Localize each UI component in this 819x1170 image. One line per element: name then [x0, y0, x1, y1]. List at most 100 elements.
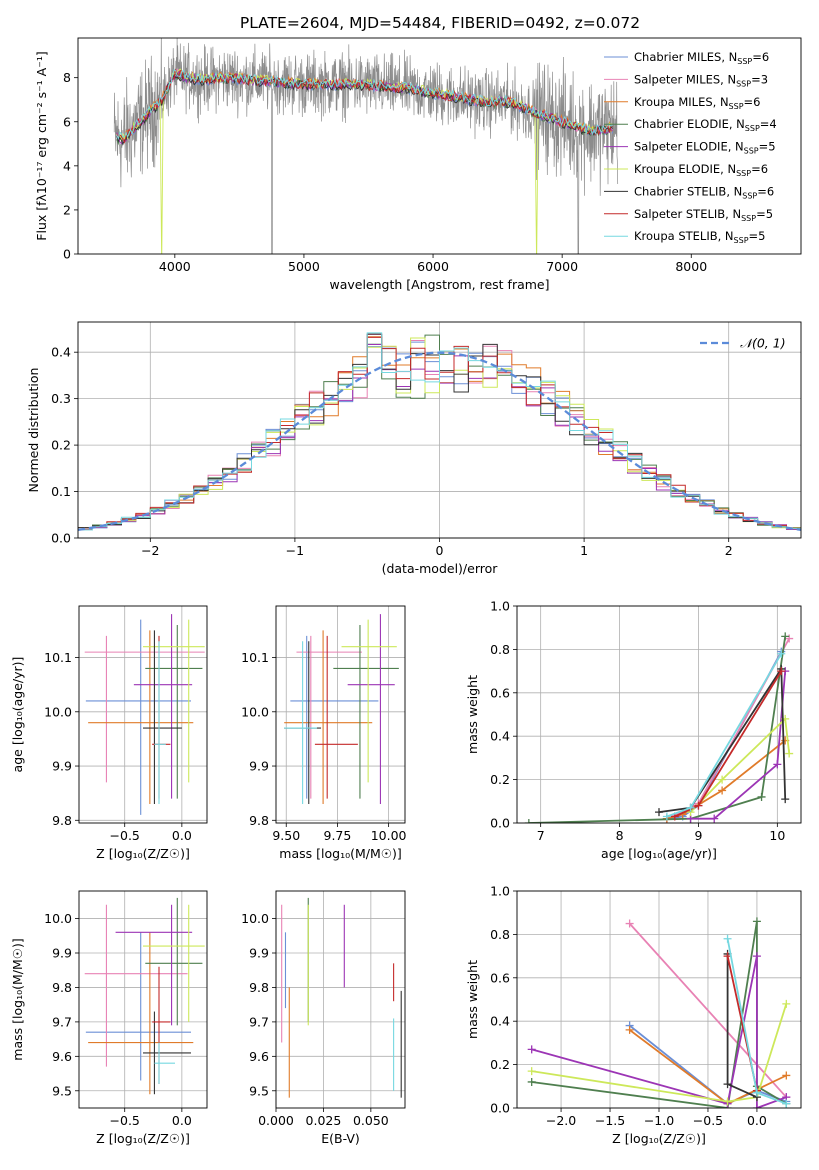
x-axis-label: age [log₁₀(age/yr)]: [601, 846, 717, 861]
y-tick-label: 1.0: [490, 599, 510, 614]
y-tick-label: 0.2: [490, 1057, 510, 1072]
axes-frame: [516, 605, 802, 824]
y-axis-label: age [log₁₀(age/yr)]: [10, 657, 25, 773]
weight-marker-chabrier_elodie: [524, 819, 533, 823]
weight-marker-salpeter_elodie: [752, 952, 761, 961]
y-tick-label: 9.8: [52, 980, 72, 995]
legend-label-chabrier_stelib: Chabrier STELIB, NSSP=6: [634, 184, 774, 200]
weight-marker-kroupa_stelib: [662, 812, 671, 821]
legend-label-kroupa_stelib: Kroupa STELIB, NSSP=5: [634, 229, 765, 245]
x-tick-label: 2: [725, 543, 733, 558]
model-spectrum-line-kroupa_stelib: [116, 68, 613, 140]
weight-line-salpeter_miles: [628, 922, 787, 1098]
y-tick-label: 10.1: [44, 650, 72, 665]
y-tick-label: 10.0: [44, 704, 72, 719]
y-tick-label: 9.8: [52, 813, 72, 828]
weight-marker-kroupa_stelib: [782, 1099, 791, 1108]
x-tick-label: 8000: [675, 259, 707, 274]
weight-marker-salpeter_miles: [625, 919, 634, 928]
y-axis-label: Normed distribution: [26, 368, 41, 493]
weight-marker-chabrier_elodie: [527, 1077, 536, 1086]
x-axis-label: (data-model)/error: [382, 561, 499, 576]
x-tick-label: −0.5: [693, 1113, 723, 1128]
x-tick-label: 6000: [417, 259, 449, 274]
y-tick-label: 9.6: [249, 1049, 269, 1064]
panel-mass-weight-vs-age: 7 8 9 10 0.0 0.2 0.4 0.6 0.8 1.0 age [log₁₀(age/yr…: [465, 599, 802, 861]
legend-label-chabrier_elodie: Chabrier ELODIE, NSSP=4: [634, 117, 777, 133]
weight-marker-kroupa_elodie: [718, 775, 727, 784]
legend-label-kroupa_miles: Kroupa MILES, NSSP=6: [634, 95, 760, 111]
weight-marker-chabrier_stelib: [723, 1080, 732, 1089]
y-tick-label: 4: [63, 158, 71, 173]
y-tick-label: 1.0: [490, 884, 510, 899]
x-axis-label: Z [log₁₀(Z/Z☉)]: [96, 1131, 190, 1146]
x-tick-label: −1.0: [644, 1113, 674, 1128]
weight-marker-kroupa_elodie: [785, 749, 794, 758]
weight-marker-chabrier_elodie: [752, 917, 761, 926]
panel-age-vs-mass: 9.50 9.75 10.00 9.8 9.9 10.0 10.1 mass [log₁₀(M…: [241, 605, 407, 861]
weight-marker-kroupa_miles: [625, 1025, 634, 1034]
histogram-step-kroupa_elodie: [78, 337, 801, 530]
x-tick-label: 0.025: [306, 1113, 342, 1128]
x-tick-label: −2.0: [546, 1113, 576, 1128]
x-tick-label: 1: [580, 543, 588, 558]
weight-line-chabrier_stelib: [658, 666, 787, 813]
plot-area: [281, 897, 402, 1098]
x-tick-label: −1.5: [595, 1113, 625, 1128]
observed-spectrum-line: [113, 38, 619, 254]
x-tick-label: −0.5: [110, 1113, 140, 1128]
y-tick-label: 9.9: [249, 759, 269, 774]
x-tick-label: 10: [769, 828, 785, 843]
y-axis-label: mass [log₁₀(M/M☉)]: [10, 938, 25, 1060]
plot-area: [84, 614, 205, 815]
weight-marker-kroupa_miles: [718, 786, 727, 795]
y-tick-label: 0.0: [490, 816, 510, 831]
x-tick-label: 8: [616, 828, 624, 843]
weight-line-salpeter_elodie: [690, 671, 787, 820]
x-tick-label: −1: [286, 543, 304, 558]
x-tick-label: 7: [537, 828, 545, 843]
legend-label-kroupa_elodie: Kroupa ELODIE, NSSP=6: [634, 162, 768, 178]
plot-area: [527, 917, 791, 1108]
weight-marker-salpeter_elodie: [710, 814, 719, 823]
y-tick-label: 9.9: [52, 759, 72, 774]
panel-mass-weight-vs-Z: −2.0 −1.5 −1.0 −0.5 0.0 0.0 0.2 0.4 0.6 0.8 1.0 Z […: [465, 884, 802, 1146]
weight-marker-kroupa_stelib: [686, 803, 695, 812]
y-tick-label: 9.8: [249, 813, 269, 828]
x-tick-label: 7000: [546, 259, 578, 274]
panel-mass-vs-ebv: 0.000 0.025 0.050 9.5 9.6 9.7 9.8 9.9 10.0 E(B-V): [241, 890, 406, 1146]
x-axis-label: wavelength [Angstrom, rest frame]: [329, 277, 549, 292]
weight-marker-kroupa_elodie: [527, 1067, 536, 1076]
y-tick-label: 9.5: [249, 1083, 269, 1098]
weight-marker-kroupa_elodie: [782, 999, 791, 1008]
histogram-step-kroupa_stelib: [78, 332, 801, 531]
weight-marker-salpeter_elodie: [527, 1045, 536, 1054]
weight-marker-salpeter_stelib: [777, 667, 786, 676]
weight-line-kroupa_elodie: [689, 716, 791, 813]
x-tick-label: 0.050: [353, 1113, 389, 1128]
plot-area: [284, 614, 399, 805]
x-tick-label: 10.00: [371, 828, 407, 843]
y-axis-label: mass weight: [465, 960, 480, 1039]
axes-frame: [275, 605, 406, 824]
x-tick-label: 0.0: [172, 828, 192, 843]
y-tick-label: 0.1: [51, 484, 71, 499]
gaussian-reference-line: [78, 351, 801, 532]
y-tick-label: 0.4: [51, 345, 71, 360]
axes-frame: [77, 37, 802, 255]
axes-frame: [516, 890, 802, 1109]
legend-label-salpeter_miles: Salpeter MILES, NSSP=3: [634, 72, 768, 88]
x-tick-label: 9: [694, 828, 702, 843]
y-tick-label: 0.8: [490, 642, 510, 657]
weight-marker-salpeter_stelib: [694, 801, 703, 810]
x-tick-label: 0: [436, 543, 444, 558]
y-tick-label: 0.2: [51, 438, 71, 453]
y-tick-label: 10.0: [241, 704, 269, 719]
legend-label-salpeter_elodie: Salpeter ELODIE, NSSP=5: [634, 140, 776, 156]
y-axis-label: mass weight: [465, 675, 480, 754]
x-tick-label: 0.0: [172, 1113, 192, 1128]
panel-residual-distribution: −2 −1 0 1 2 0.0 0.1 0.2 0.3 0.4 (data-model)/error…: [26, 321, 802, 576]
x-tick-label: 5000: [288, 259, 320, 274]
legend: Chabrier MILES, NSSP=6 Salpeter MILES, NS…: [604, 50, 777, 245]
weight-marker-chabrier_stelib: [781, 795, 790, 804]
